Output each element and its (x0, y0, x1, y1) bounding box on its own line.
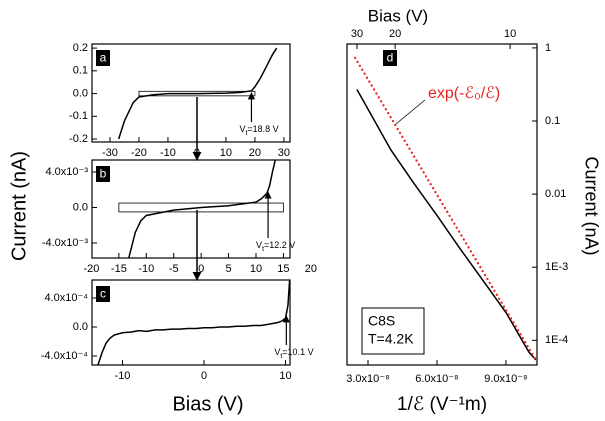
vt-label: Vt=12.2 V (256, 240, 295, 252)
x-tick-label: -20 (131, 147, 147, 159)
x-tick-label: 20 (249, 147, 261, 159)
panel-label: a (100, 51, 107, 65)
x-tick-label: 9.0x10⁻⁸ (484, 373, 527, 385)
y-tick-label: 0.0 (73, 87, 88, 99)
data-line (117, 47, 278, 140)
x2-tick-label: 30 (351, 28, 363, 40)
x-tick-label: 6.0x10⁻⁸ (415, 373, 458, 385)
plot-frame (91, 159, 291, 259)
panel-label: c (100, 287, 106, 301)
x-tick-label: 15 (277, 263, 289, 275)
data-line (356, 89, 537, 361)
x-tick-label: 3.0x10⁻⁸ (346, 373, 389, 385)
x-tick-label: -20 (83, 263, 99, 275)
annotation-leader (395, 99, 426, 125)
panel-label: d (387, 51, 394, 65)
panel-label: b (100, 167, 107, 181)
y-tick-label: 0.0 (73, 201, 88, 213)
top-axis-label: Bias (V) (368, 6, 428, 25)
y-tick-label: 1E-3 (545, 261, 568, 273)
plot-frame (346, 43, 538, 366)
plot-frame (91, 279, 291, 366)
x-tick-label: 5 (226, 263, 232, 275)
x-tick-label: -30 (102, 147, 118, 159)
vt-label-part: t (262, 246, 264, 253)
y-tick-label: 0.0 (73, 321, 88, 333)
y-tick-label: 0.1 (545, 115, 560, 127)
x-tick-label: 0 (198, 263, 204, 275)
panel-label-box (96, 166, 110, 182)
y-tick-label: 1E-4 (545, 334, 568, 346)
vt-label-part: =12.2 V (264, 240, 295, 250)
x-tick-label: 10 (250, 263, 262, 275)
data-line (97, 280, 290, 365)
y-tick-label: -0.2 (69, 133, 88, 145)
y-axis-label: Current (nA) (8, 151, 30, 261)
y-tick-label: 4.0x10⁻³ (46, 166, 89, 178)
x-tick-label: 20 (305, 263, 317, 275)
y-tick-label: -0.1 (69, 110, 88, 122)
vt-label-part: =10.1 V (282, 347, 313, 357)
x2-tick-label: 20 (389, 28, 401, 40)
y-tick-label: -4.0x10⁻³ (42, 237, 88, 249)
x-tick-label: 0 (194, 147, 200, 159)
x-axis-label: 1/ℰ (V⁻¹m) (397, 394, 487, 415)
x-tick-label: 10 (279, 370, 291, 382)
x-tick-label: -10 (160, 147, 176, 159)
x-tick-label: -15 (111, 263, 127, 275)
window-box (118, 202, 284, 213)
x-tick-label: 0 (201, 370, 207, 382)
y-tick-label: 0.2 (73, 42, 88, 54)
vt-label: Vt=18.8 V (239, 124, 278, 136)
plot-frame (91, 43, 291, 143)
panel-label-box (96, 286, 110, 302)
y-tick-label: 0.1 (73, 65, 88, 77)
right-axis-label: Current (nA) (581, 156, 601, 255)
x-tick-label: -10 (115, 370, 131, 382)
y-tick-label: 1 (545, 42, 551, 54)
vt-label: Vt=10.1 V (274, 347, 313, 359)
y-tick-label: -4.0x10⁻⁴ (41, 350, 88, 362)
x2-tick-label: 10 (504, 28, 516, 40)
x-axis-label: Bias (V) (172, 393, 243, 415)
vt-label-part: t (280, 353, 282, 360)
vt-label-part: V (239, 124, 245, 134)
info-box (361, 307, 425, 355)
annotation: exp(-ℰ₀/ℰ) (428, 85, 500, 102)
x-tick-label: -5 (169, 263, 179, 275)
vt-label-part: t (245, 130, 247, 137)
y-tick-label: 0.01 (545, 188, 566, 200)
vt-label-part: V (256, 240, 262, 250)
x-tick-label: -10 (138, 263, 154, 275)
panel-label-box (96, 50, 110, 66)
x-tick-label: 10 (220, 147, 232, 159)
y-tick-label: 4.0x10⁻⁴ (44, 292, 88, 304)
data-line (354, 56, 537, 362)
vt-label-part: =18.8 V (247, 124, 278, 134)
x-tick-label: 30 (278, 147, 290, 159)
info-text: C8S (368, 313, 395, 329)
vt-label-part: V (274, 347, 280, 357)
info-text: T=4.2K (368, 331, 414, 347)
panel-label-box (383, 50, 397, 66)
data-line (128, 160, 276, 258)
